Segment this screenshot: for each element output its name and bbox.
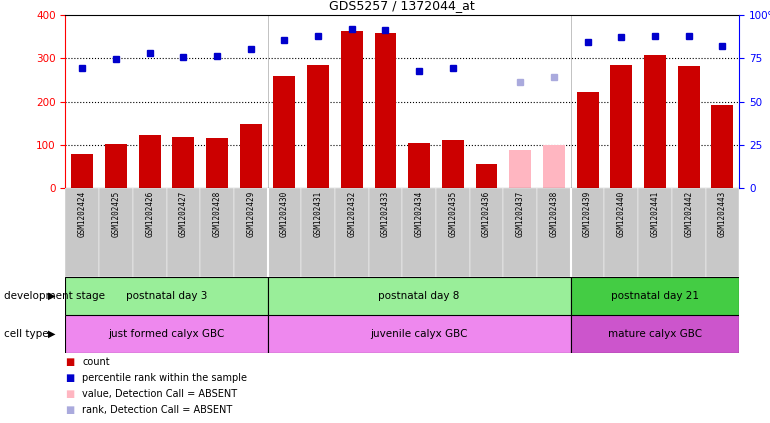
Title: GDS5257 / 1372044_at: GDS5257 / 1372044_at (330, 0, 475, 12)
Bar (711, 105, 733, 188)
Text: GSM1202439: GSM1202439 (583, 191, 592, 237)
Bar (268, 315, 571, 353)
Text: ■: ■ (65, 357, 75, 367)
Bar (638, 188, 671, 277)
Bar (335, 188, 369, 277)
Text: GSM1202428: GSM1202428 (213, 191, 222, 237)
Text: value, Detection Call = ABSENT: value, Detection Call = ABSENT (82, 389, 237, 399)
Bar (200, 188, 234, 277)
Text: juvenile calyx GBC: juvenile calyx GBC (370, 329, 468, 339)
Bar (65, 188, 99, 277)
Text: GSM1202424: GSM1202424 (78, 191, 87, 237)
Bar (436, 188, 470, 277)
Text: GSM1202443: GSM1202443 (718, 191, 727, 237)
Text: GSM1202433: GSM1202433 (381, 191, 390, 237)
Bar (166, 188, 200, 277)
Bar (571, 188, 604, 277)
Text: ■: ■ (65, 373, 75, 383)
Bar (504, 188, 537, 277)
Text: GSM1202435: GSM1202435 (448, 191, 457, 237)
Bar (239, 124, 262, 188)
Text: percentile rank within the sample: percentile rank within the sample (82, 373, 247, 383)
Bar (65, 277, 267, 315)
Text: ■: ■ (65, 389, 75, 399)
Bar (72, 154, 93, 188)
Bar (99, 188, 132, 277)
Bar (442, 140, 464, 188)
Text: ▶: ▶ (48, 329, 55, 339)
Bar (537, 188, 571, 277)
Bar (105, 143, 127, 188)
Text: count: count (82, 357, 110, 367)
Text: ■: ■ (65, 405, 75, 415)
Bar (374, 33, 397, 188)
Text: GSM1202441: GSM1202441 (651, 191, 659, 237)
Bar (132, 188, 166, 277)
Text: GSM1202427: GSM1202427 (179, 191, 188, 237)
Bar (273, 76, 296, 188)
Bar (408, 143, 430, 188)
Text: just formed calyx GBC: just formed calyx GBC (109, 329, 225, 339)
Bar (172, 137, 194, 188)
Bar (604, 188, 638, 277)
Text: postnatal day 8: postnatal day 8 (379, 291, 460, 301)
Bar (470, 188, 504, 277)
Text: GSM1202440: GSM1202440 (617, 191, 626, 237)
Bar (234, 188, 268, 277)
Bar (577, 92, 598, 188)
Bar (369, 188, 402, 277)
Bar (644, 55, 666, 188)
Bar (509, 150, 531, 188)
Bar (341, 31, 363, 188)
Text: rank, Detection Call = ABSENT: rank, Detection Call = ABSENT (82, 405, 233, 415)
Text: development stage: development stage (4, 291, 105, 301)
Text: GSM1202430: GSM1202430 (280, 191, 289, 237)
Bar (206, 138, 228, 188)
Bar (611, 65, 632, 188)
Text: cell type: cell type (4, 329, 49, 339)
Text: ▶: ▶ (48, 291, 55, 301)
Bar (268, 188, 301, 277)
Bar (571, 315, 739, 353)
Text: GSM1202438: GSM1202438 (550, 191, 558, 237)
Text: GSM1202429: GSM1202429 (246, 191, 255, 237)
Text: GSM1202432: GSM1202432 (347, 191, 357, 237)
Text: GSM1202442: GSM1202442 (685, 191, 693, 237)
Text: GSM1202434: GSM1202434 (415, 191, 424, 237)
Bar (301, 188, 335, 277)
Bar (705, 188, 739, 277)
Bar (402, 188, 436, 277)
Text: GSM1202436: GSM1202436 (482, 191, 491, 237)
Bar (307, 65, 329, 188)
Text: GSM1202426: GSM1202426 (146, 191, 154, 237)
Bar (571, 277, 739, 315)
Text: postnatal day 3: postnatal day 3 (126, 291, 207, 301)
Bar (268, 277, 571, 315)
Bar (65, 315, 267, 353)
Text: GSM1202425: GSM1202425 (112, 191, 120, 237)
Bar (139, 135, 161, 188)
Bar (671, 188, 705, 277)
Text: GSM1202431: GSM1202431 (313, 191, 323, 237)
Bar (678, 66, 700, 188)
Text: postnatal day 21: postnatal day 21 (611, 291, 699, 301)
Text: mature calyx GBC: mature calyx GBC (608, 329, 702, 339)
Bar (476, 164, 497, 188)
Text: GSM1202437: GSM1202437 (516, 191, 524, 237)
Bar (543, 145, 565, 188)
